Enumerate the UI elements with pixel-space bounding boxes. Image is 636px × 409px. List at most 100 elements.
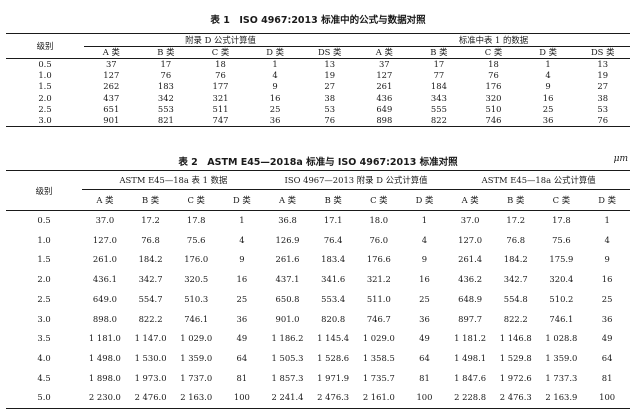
table2-row: 4.5 1 898.0 1 973.0 1 737.0 81 1 857.3 1 971.9… [6,369,630,389]
table2-grade-cell: 3.0 [37,313,51,324]
table1-value-cell: 53 [324,103,336,114]
table2-value-cell: 342.7 [503,274,528,285]
table1-value-cell: 436 [376,92,393,103]
table2-value-cell: 176.6 [366,254,391,265]
table1-value-cell: 261 [376,81,393,92]
table1-value-cell: 177 [212,81,229,92]
table1-value-cell: 76 [215,70,226,81]
table1-value-cell: 36 [520,115,576,128]
table1-value-cell: 38 [324,92,336,103]
table1-column-header: DS 类 [302,46,358,59]
table1-value-cell: 19 [597,70,609,81]
table2-value-cell: 2 230.0 [82,388,128,409]
table2-value-cell: 1 358.5 [362,352,395,363]
table2-value-cell: 320.5 [184,274,209,285]
table2-grade-cell: 2.0 [37,274,51,285]
table1-value-cell: 76 [575,115,631,128]
table2-value-cell: 1 [604,215,610,225]
table2-column-header: D 类 [219,189,265,211]
table2-row-header: 级别 [6,170,83,211]
table2-grade-cell: 4.5 [37,372,51,383]
table2-value-cell: 554.8 [503,293,528,304]
table2-value-cell: 1 029.0 [362,333,395,344]
table2-column-header: B 类 [310,189,356,211]
table2-value-cell: 320.4 [549,274,574,285]
table1-row: 2.0 437 342 321 16 38 436 343 320 16 38 [6,93,630,104]
table2-caption: 表 2 ASTM E45—2018a 标准与 ISO 4967:2013 标准对… [178,157,458,168]
table2-value-cell: 4 [239,234,245,245]
table2-value-cell: 75.6 [186,234,206,245]
table2-value-cell: 261.0 [92,254,117,265]
table1-value-cell: 38 [597,92,609,103]
table2-value-cell: 1 359.0 [545,352,578,363]
table1-value-cell: 53 [597,103,609,114]
table2-group-header: ASTM E45—18a 公式计算值 [447,170,630,190]
table1-value-cell: 343 [430,92,447,103]
table2-value-cell: 183.4 [321,254,346,265]
table1-column-header: DS 类 [575,46,631,59]
table2-value-cell: 76.0 [369,234,389,245]
table1-value-cell: 76 [160,70,172,81]
table2-value-cell: 4 [604,234,610,245]
table2-value-cell: 1 505.3 [271,352,304,363]
table2-value-cell: 126.9 [275,234,300,245]
table1-value-cell: 16 [542,92,554,103]
table2-value-cell: 127.0 [458,234,483,245]
table2-value-cell: 17.1 [323,215,343,225]
table1-value-cell: 37 [378,59,390,69]
table1-row: 1.0 127 76 76 4 19 127 77 76 4 19 [6,70,630,81]
table2-value-cell: 1 898.0 [88,372,121,383]
table2-row: 4.0 1 498.0 1 530.0 1 359.0 64 1 505.3 1 528.6… [6,349,630,369]
table2-value-cell: 76.8 [506,234,526,245]
table2-value-cell: 2 163.9 [538,388,585,409]
table2-value-cell: 1 181.0 [88,333,121,344]
table1-column-header: D 类 [520,46,576,59]
table2-unit: μm [613,154,628,164]
table2-row: 1.5 261.0 184.2 176.0 9 261.6 183.4 176.6 9 261.4… [6,250,630,270]
table2-value-cell: 81 [236,372,248,383]
table2-column-header: A 类 [82,189,128,211]
table1-value-cell: 553 [157,103,174,114]
table2-value-cell: 16 [601,274,613,285]
table2-row: 2.5 649.0 554.7 510.3 25 650.8 553.4 511.0 25 648… [6,290,630,310]
table2-grade-cell: 2.5 [37,293,51,304]
table1-value-cell: 9 [272,81,278,92]
table2-value-cell: 9 [604,254,610,265]
table1-value-cell: 18 [488,59,499,69]
table2-value-cell: 49 [419,333,430,344]
table1-grade-cell: 1.5 [38,81,52,92]
table2-value-cell: 2 163.0 [173,388,220,409]
table1-grade-cell: 2.0 [38,92,52,103]
table2-value-cell: 1 [239,215,245,225]
table2-value-cell: 1 972.6 [499,372,532,383]
table1-value-cell: 25 [542,103,554,114]
table1-group-header: 标准中表 1 的数据 [357,33,631,47]
table2-value-cell: 342.7 [138,274,163,285]
table2-value-cell: 176.0 [184,254,209,265]
table1-value-cell: 176 [485,81,502,92]
table2-grade-cell: 1.5 [37,254,51,265]
table2-value-cell: 49 [601,333,613,344]
table1-column-header: D 类 [247,46,303,59]
table2-value-cell: 1 186.2 [271,333,304,344]
table1-value-cell: 13 [597,59,609,69]
table1-row-header: 级别 [6,33,84,59]
table2-value-cell: 341.6 [321,274,346,285]
table2-value-cell: 554.7 [138,293,163,304]
table2-group-header: ISO 4967—2013 附录 D 公式计算值 [264,170,448,190]
table2-value-cell: 1 147.0 [134,333,167,344]
table1-row: 2.5 651 553 511 25 53 649 555 510 25 53 [6,104,630,115]
table2-value-cell: 1 145.4 [317,333,350,344]
table1-value-cell: 184 [430,81,447,92]
table2-value-cell: 436.1 [92,274,117,285]
table2-value-cell: 510.3 [184,293,209,304]
table2-value-cell: 321.2 [366,274,391,285]
table1-row: 1.5 262 183 177 9 27 261 184 176 9 27 [6,81,630,92]
table1-value-cell: 321 [212,92,229,103]
table2-value-cell: 1 146.8 [499,333,532,344]
table2-grade-cell: 4.0 [37,352,51,363]
table1-value-cell: 901 [84,115,139,128]
table1-value-cell: 511 [212,103,229,114]
table1-column-header: B 类 [138,46,194,59]
table2-value-cell: 1 029.0 [180,333,213,344]
